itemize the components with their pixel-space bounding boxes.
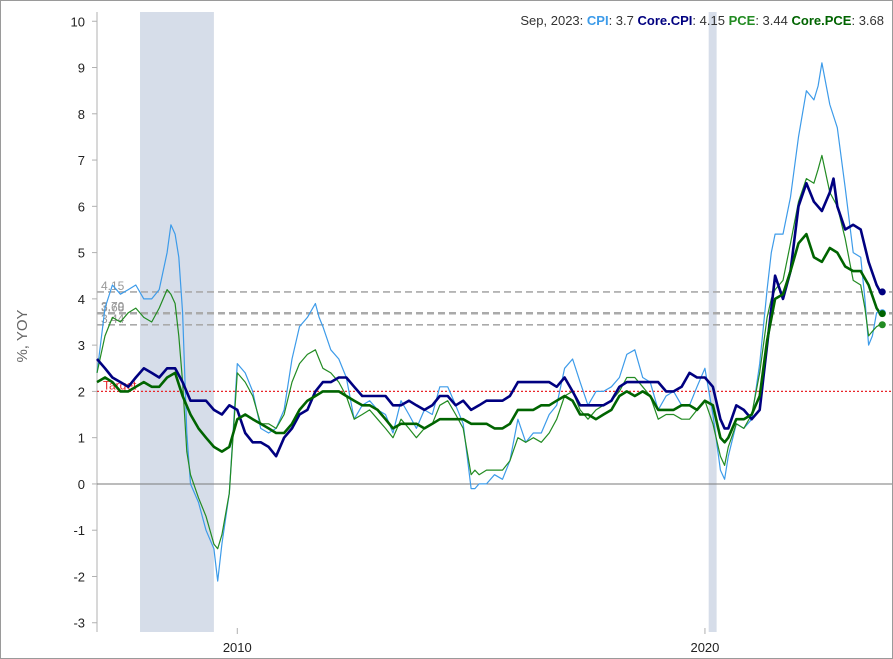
y-tick-label: 5 <box>78 246 85 261</box>
x-tick-label: 2010 <box>223 640 252 655</box>
ref-label-2: 3.68 <box>101 301 125 315</box>
legend-item-pce: PCE: 3.44 <box>728 13 788 28</box>
legend: Sep, 2023: CPI: 3.7 Core.CPI: 4.15 PCE: … <box>520 13 884 28</box>
y-tick-label: 2 <box>78 384 85 399</box>
y-tick-label: 7 <box>78 153 85 168</box>
ref-label-3: 3.44 <box>101 312 125 326</box>
y-tick-label: -1 <box>73 523 85 538</box>
recession-band-1 <box>708 12 717 632</box>
y-axis-label: %, YOY <box>14 309 31 362</box>
y-tick-label: -3 <box>73 616 85 631</box>
legend-name-cpi: CPI <box>586 13 609 28</box>
series-line-pce <box>96 154 881 550</box>
y-tick-label: 9 <box>78 61 85 76</box>
y-tick-label: 4 <box>78 292 85 307</box>
target-line-group: Target <box>97 378 892 392</box>
reference-lines: 4.153.703.683.44 <box>97 279 892 326</box>
y-tick-label: 3 <box>78 338 85 353</box>
y-tick-label: 8 <box>78 107 85 122</box>
y-tick-label: -2 <box>73 569 85 584</box>
end-dot-core-pce <box>878 310 886 318</box>
legend-item-core-pce: Core.PCE: 3.68 <box>791 13 884 28</box>
series-line-cpi <box>96 62 881 582</box>
x-axis-ticks: 2010 2020 <box>223 628 719 655</box>
legend-value-core-cpi: 4.15 <box>699 13 725 28</box>
y-tick-label: 10 <box>71 14 85 29</box>
legend-name-pce: PCE <box>728 13 756 28</box>
series-line-core-cpi <box>96 177 882 458</box>
y-tick-label: 6 <box>78 199 85 214</box>
series-lines <box>96 62 882 582</box>
legend-name-core-pce: Core.PCE <box>791 13 852 28</box>
legend-value-core-pce: 3.68 <box>858 13 884 28</box>
y-tick-label: 0 <box>78 477 85 492</box>
legend-item-cpi: CPI: 3.7 <box>586 13 634 28</box>
y-tick-label: 1 <box>78 431 85 446</box>
legend-item-core-cpi: Core.CPI: 4.15 <box>637 13 725 28</box>
legend-value-pce: 3.44 <box>762 13 788 28</box>
legend-value-cpi: 3.7 <box>615 13 634 28</box>
legend-name-core-cpi: Core.CPI <box>637 13 693 28</box>
recession-bands <box>140 12 717 632</box>
series-line-core-pce <box>96 232 882 453</box>
end-dot-pce <box>878 321 886 329</box>
x-tick-label: 2020 <box>690 640 719 655</box>
legend-date: Sep, 2023: <box>520 13 584 28</box>
end-dot-core-cpi <box>878 288 886 296</box>
series-end-markers <box>878 288 886 329</box>
